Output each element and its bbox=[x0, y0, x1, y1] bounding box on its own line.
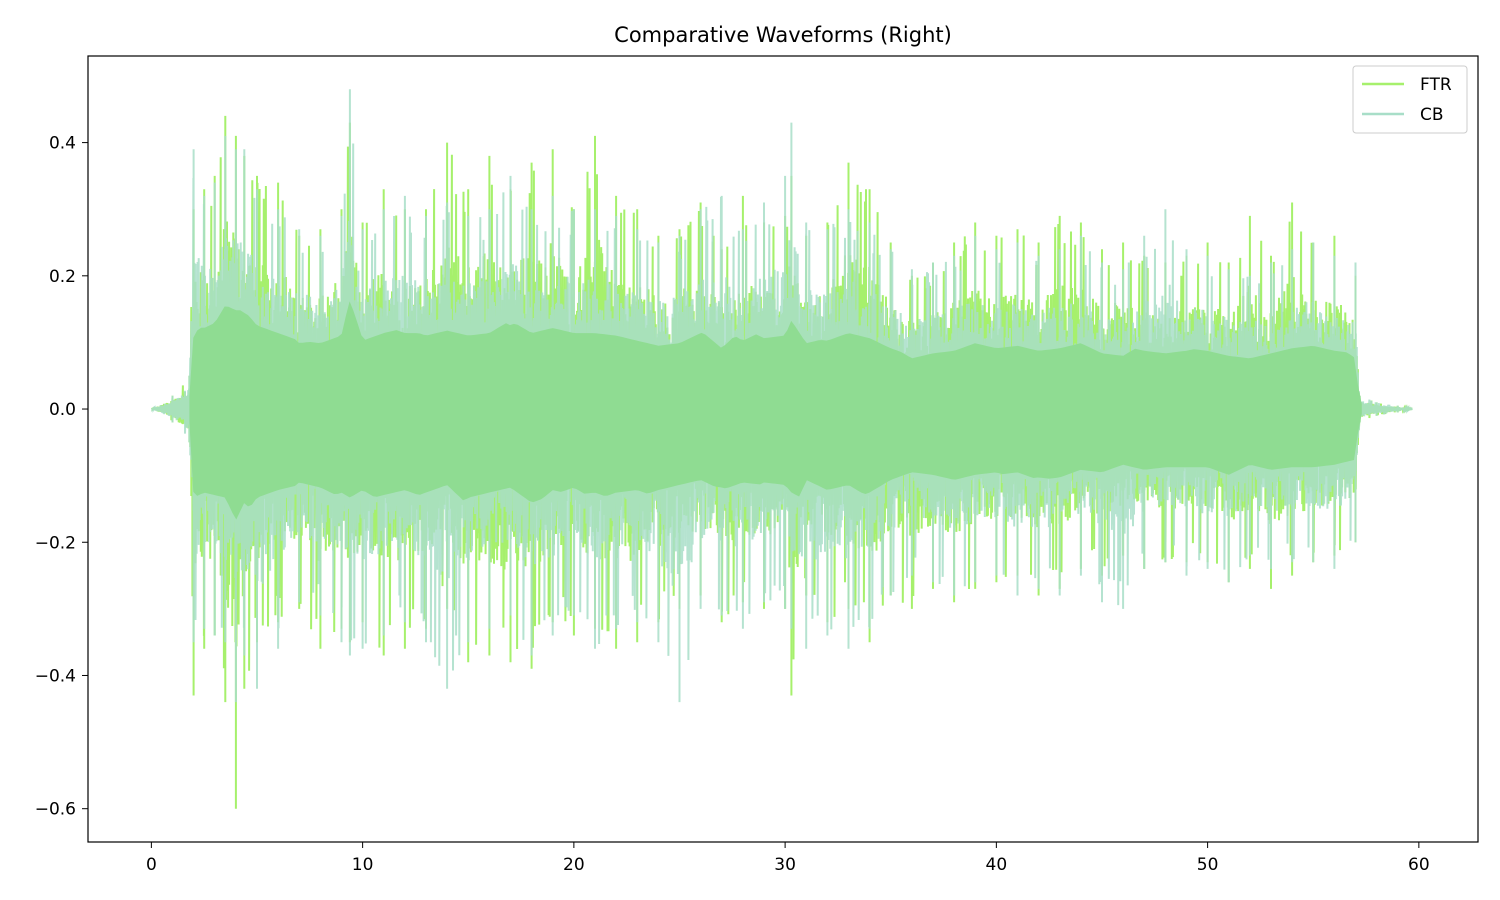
x-tick-label: 10 bbox=[352, 855, 374, 875]
x-tick-label: 0 bbox=[146, 855, 157, 875]
chart-title: Comparative Waveforms (Right) bbox=[614, 23, 952, 47]
x-tick-label: 30 bbox=[774, 855, 796, 875]
y-tick-label: −0.6 bbox=[35, 800, 76, 820]
y-tick-label: 0.0 bbox=[49, 400, 76, 420]
x-axis: 0 10 20 30 40 50 60 bbox=[146, 842, 1430, 875]
legend-label-cb: CB bbox=[1420, 105, 1444, 125]
legend: FTR CB bbox=[1352, 65, 1468, 134]
y-tick-label: 0.2 bbox=[49, 267, 76, 287]
x-tick-label: 40 bbox=[986, 855, 1008, 875]
x-tick-label: 60 bbox=[1408, 855, 1430, 875]
overlap-band bbox=[189, 301, 1362, 520]
x-tick-label: 20 bbox=[563, 855, 585, 875]
x-tick-label: 50 bbox=[1197, 855, 1219, 875]
y-axis: −0.6 −0.4 −0.2 0.0 0.2 0.4 bbox=[35, 134, 88, 820]
plot-frame bbox=[87, 55, 1479, 843]
y-tick-label: 0.4 bbox=[49, 134, 76, 154]
y-tick-label: −0.2 bbox=[35, 533, 76, 553]
legend-label-ftr: FTR bbox=[1420, 75, 1452, 95]
y-tick-label: −0.4 bbox=[35, 666, 76, 686]
series-layer bbox=[151, 89, 1413, 809]
